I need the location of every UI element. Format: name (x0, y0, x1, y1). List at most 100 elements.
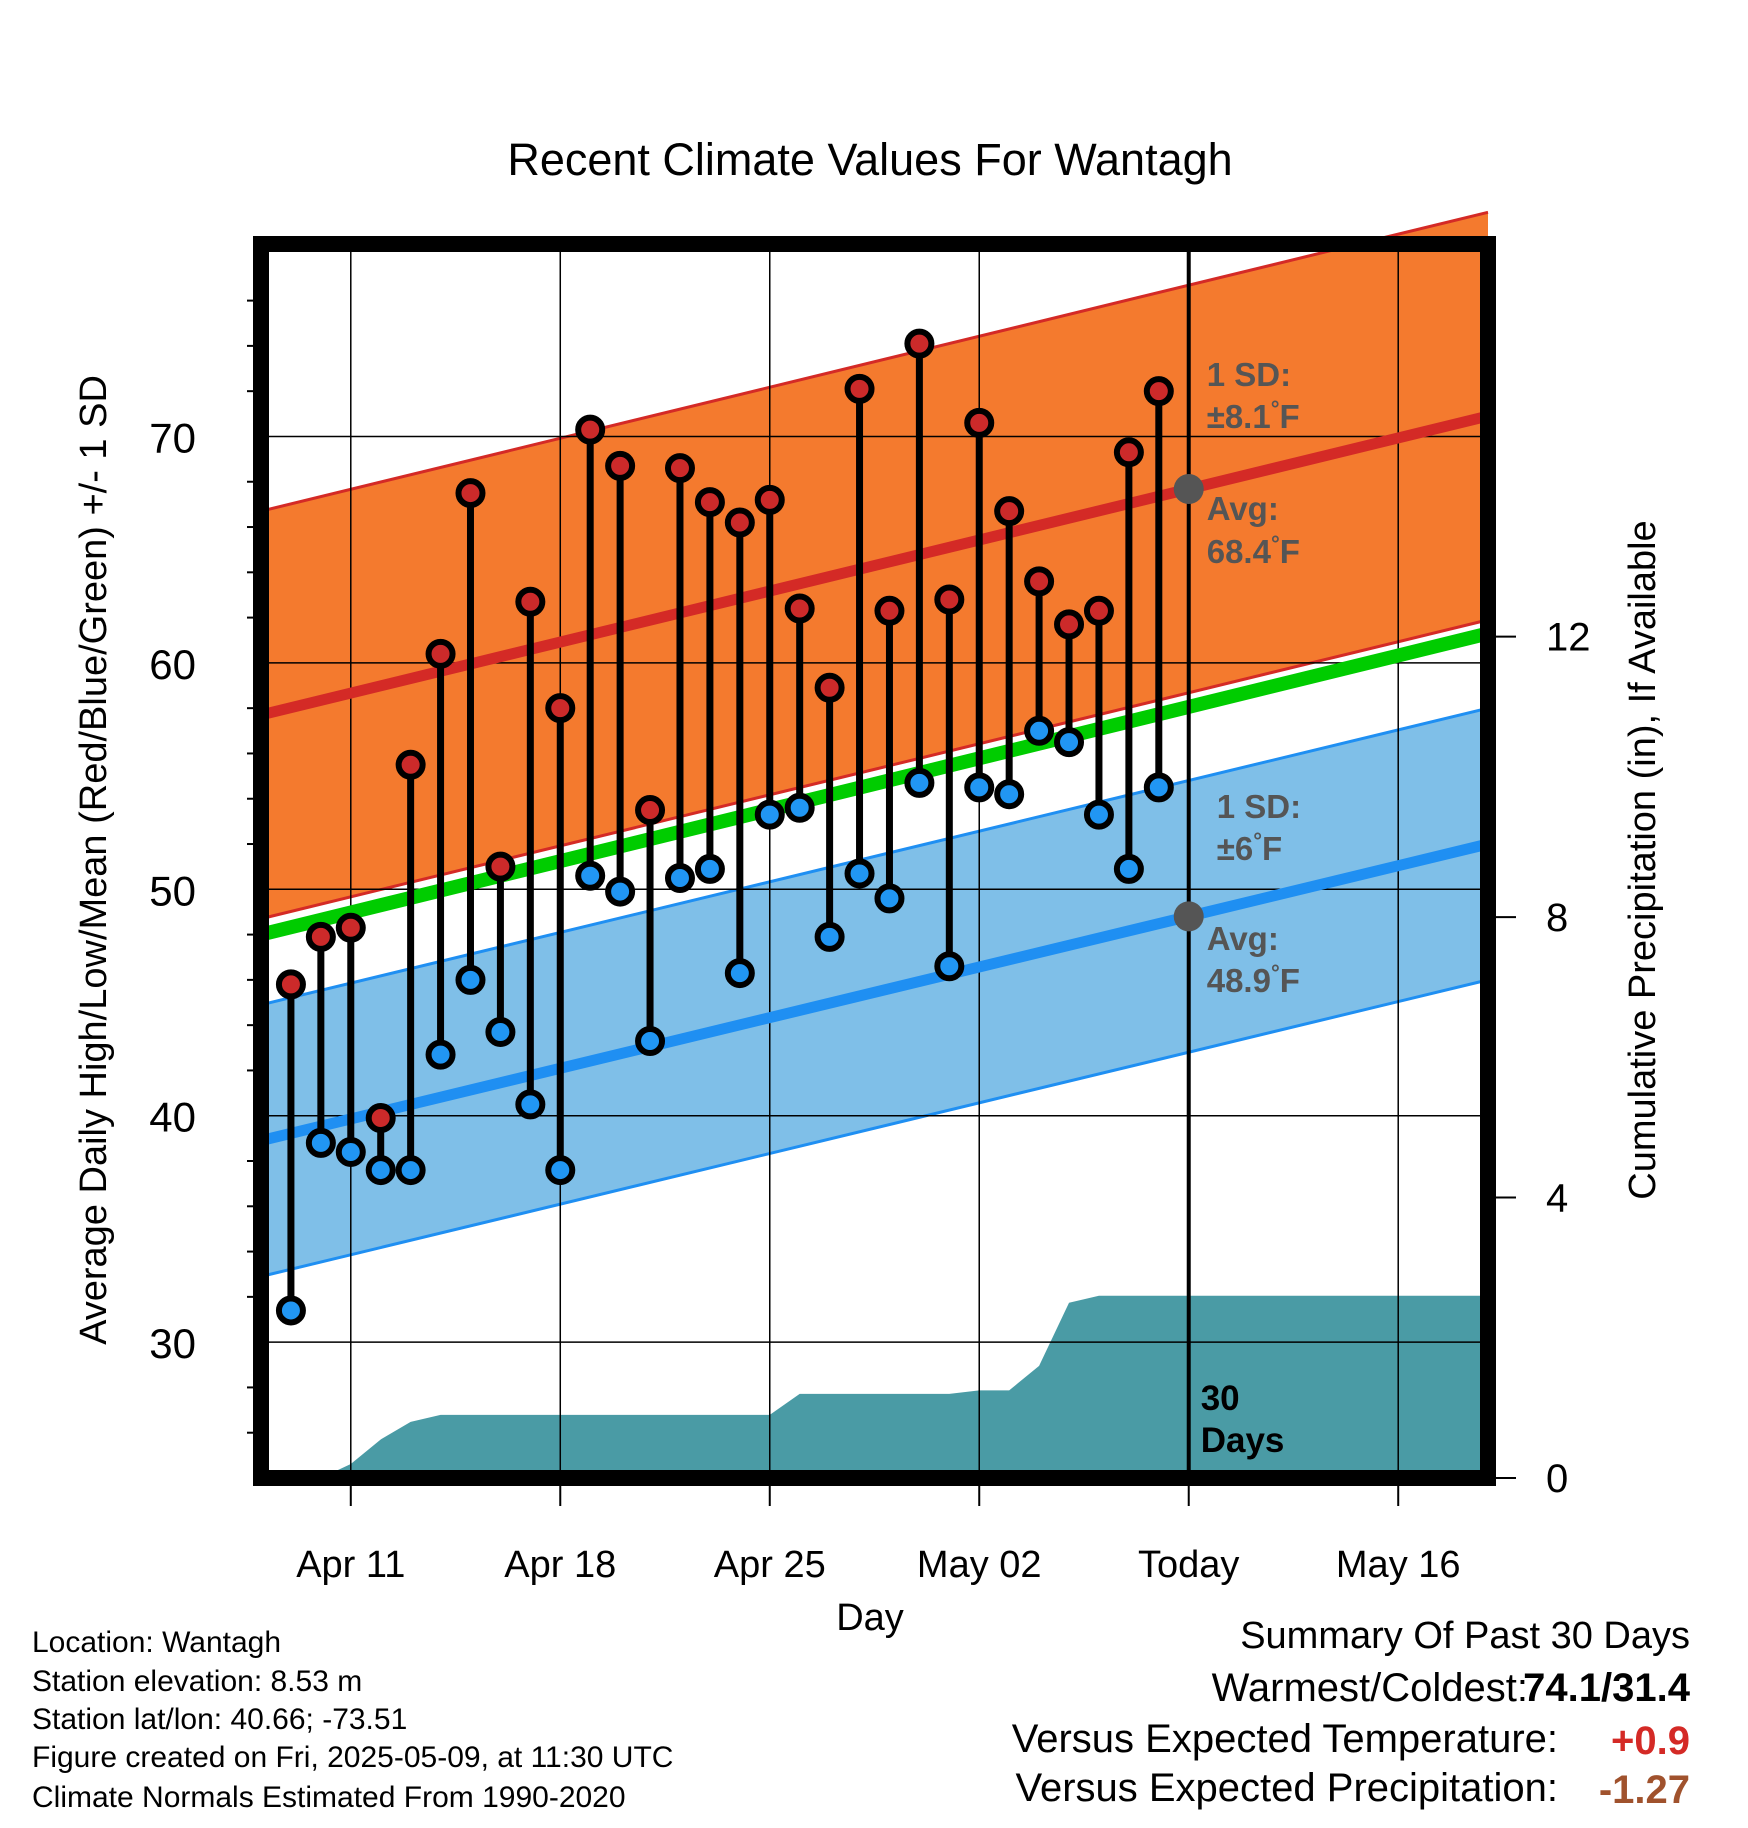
x-tick-label: Apr 25 (714, 1544, 826, 1586)
x-tick-label: May 02 (917, 1544, 1042, 1586)
high-sd-value: ±8.1°F (1207, 396, 1300, 435)
info-normals: Climate Normals Estimated From 1990-2020 (32, 1781, 626, 1814)
daily-high-point (814, 672, 845, 703)
chart-title: Recent Climate Values For Wantagh (507, 134, 1232, 185)
low-normal-line (259, 838, 1490, 1146)
daily-low-point (1024, 715, 1055, 746)
window-label-unit: Days (1201, 1421, 1285, 1460)
daily-high-point (605, 450, 636, 481)
today-low-avg-marker (1173, 901, 1204, 932)
daily-low-point (904, 767, 935, 798)
daily-high-point (635, 795, 666, 826)
summary-temp-value: +0.9 (1611, 1719, 1690, 1763)
daily-low-point (814, 921, 845, 952)
daily-high-point (365, 1102, 396, 1133)
precip-area (320, 1295, 1489, 1478)
daily-low-point (365, 1155, 396, 1186)
daily-low-point (335, 1136, 366, 1167)
y-tick-label: 70 (149, 414, 196, 461)
daily-low-point (395, 1155, 426, 1186)
low-sd-label: 1 SD: (1217, 788, 1301, 825)
window-label-number: 30 (1201, 1379, 1240, 1418)
daily-high-point (275, 969, 306, 1000)
summary-precip-label: Versus Expected Precipitation: (1015, 1766, 1558, 1810)
daily-high-point (1113, 437, 1144, 468)
y-tick-label: 50 (149, 867, 196, 914)
daily-low-point (575, 860, 606, 891)
y2-tick-label: 4 (1546, 1177, 1568, 1221)
daily-low-point (605, 876, 636, 907)
daily-low-point (754, 799, 785, 830)
daily-low-point (964, 772, 995, 803)
daily-high-point (545, 693, 576, 724)
plot-frame (253, 236, 1496, 1486)
x-tick-label: May 16 (1336, 1544, 1461, 1586)
daily-high-point (1054, 609, 1085, 640)
low-sd-value: ±6°F (1217, 828, 1282, 867)
daily-high-point (874, 595, 905, 626)
summary-temp-label: Versus Expected Temperature: (1011, 1717, 1558, 1761)
daily-high-point (305, 921, 336, 952)
daily-low-point (844, 858, 875, 889)
y2-tick-label: 12 (1546, 616, 1591, 660)
daily-low-point (305, 1127, 336, 1158)
y2-axis-label: Cumulative Precipitation (in), If Availa… (1622, 520, 1664, 1199)
daily-low-point (1143, 772, 1174, 803)
daily-low-point (275, 1295, 306, 1326)
high-normal-line (259, 410, 1490, 721)
low-avg-label: Avg: (1207, 920, 1279, 957)
y2-tick-label: 0 (1546, 1457, 1568, 1501)
daily-low-point (425, 1039, 456, 1070)
daily-high-point (844, 373, 875, 404)
daily-high-point (754, 484, 785, 515)
daily-high-point (1083, 595, 1114, 626)
x-tick-label: Apr 11 (296, 1544, 405, 1586)
daily-high-point (694, 487, 725, 518)
daily-low-point (994, 779, 1025, 810)
daily-high-point (485, 851, 516, 882)
y-tick-label: 40 (149, 1094, 196, 1141)
info-created: Figure created on Fri, 2025-05-09, at 11… (32, 1741, 674, 1774)
info-location: Location: Wantagh (32, 1626, 282, 1659)
high-sd-label: 1 SD: (1207, 356, 1291, 393)
daily-low-point (515, 1089, 546, 1120)
daily-low-point (1113, 853, 1144, 884)
summary-warm-cold-value: 74.1/31.4 (1523, 1666, 1690, 1710)
summary-warm-cold-label: Warmest/Coldest: (1211, 1666, 1528, 1710)
y2-tick-label: 8 (1546, 896, 1568, 940)
high-avg-value: 68.4°F (1207, 531, 1300, 570)
daily-high-point (664, 453, 695, 484)
daily-high-point (395, 749, 426, 780)
y-tick-label: 60 (149, 641, 196, 688)
daily-high-point (904, 328, 935, 359)
y-axis-label: Average Daily High/Low/Mean (Red/Blue/Gr… (73, 375, 115, 1345)
daily-high-point (1024, 566, 1055, 597)
daily-high-point (784, 593, 815, 624)
summary-precip-value: -1.27 (1598, 1768, 1690, 1812)
daily-high-point (724, 507, 755, 538)
daily-low-point (664, 862, 695, 893)
high-sd-band-lower-edge (260, 618, 1489, 921)
daily-low-point (485, 1016, 516, 1047)
daily-high-point (515, 586, 546, 617)
daily-low-point (934, 951, 965, 982)
info-elevation: Station elevation: 8.53 m (32, 1665, 363, 1698)
x-tick-label: Today (1138, 1544, 1239, 1586)
today-high-avg-marker (1173, 473, 1204, 504)
summary-heading: Summary Of Past 30 Days (1240, 1615, 1690, 1657)
daily-low-point (1083, 799, 1114, 830)
low-sd-band-upper-edge (260, 706, 1489, 1007)
daily-low-point (694, 853, 725, 884)
daily-low-point (724, 958, 755, 989)
high-avg-label: Avg: (1207, 490, 1279, 527)
x-axis-label: Day (836, 1597, 904, 1639)
daily-high-point (964, 407, 995, 438)
daily-high-point (455, 478, 486, 509)
daily-low-point (874, 883, 905, 914)
mean-normal-line (259, 626, 1490, 942)
daily-high-point (934, 584, 965, 615)
low-avg-value: 48.9°F (1207, 960, 1300, 999)
daily-high-point (335, 912, 366, 943)
daily-low-point (635, 1026, 666, 1057)
info-latlon: Station lat/lon: 40.66; -73.51 (32, 1703, 408, 1736)
